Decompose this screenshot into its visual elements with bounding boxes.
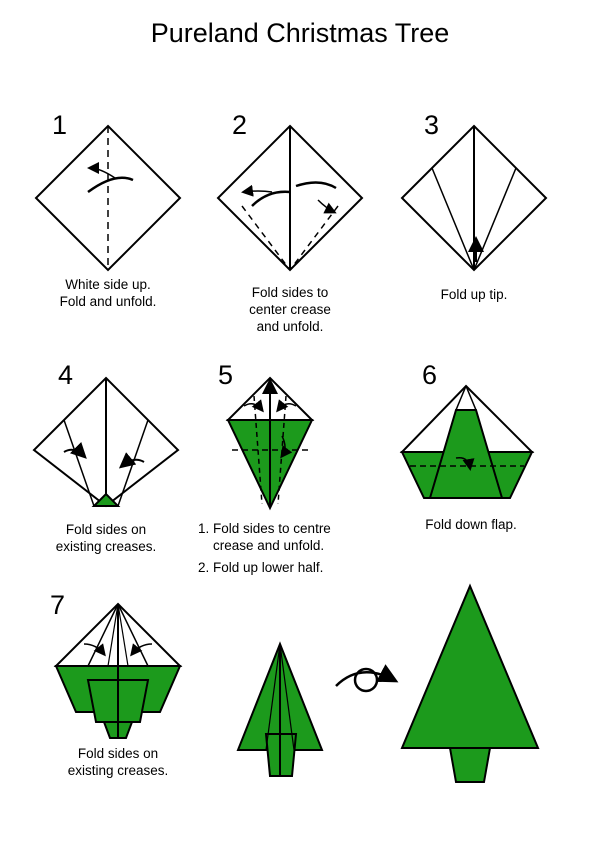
step-7-number: 7 [50,590,66,620]
step-5-diagram [225,376,315,511]
step-8-diagram [236,641,324,777]
fold-arrow-icon [63,441,87,459]
step-1-diagram [34,124,182,272]
fold-arrow-icon [295,181,337,190]
step-6-caption: Fold down flap. [425,517,517,532]
step-6-number: 6 [422,360,438,390]
fold-arrow-icon [280,435,293,459]
step-2-diagram [216,124,364,272]
fold-arrow-icon [83,643,106,657]
step-2-number: 2 [232,110,248,140]
page-title: Pureland Christmas Tree [150,18,450,48]
step-6-diagram [399,384,535,499]
step-4-diagram [32,376,180,508]
step-5-list-item-1: 1. Fold sides to centre crease and unfol… [198,521,331,553]
step-1-number: 1 [52,110,68,140]
fold-arrow-icon [251,190,291,207]
step-5-number: 5 [218,360,234,390]
step-5-list-item-2: 2. Fold up lower half. [198,560,324,575]
turn-over-icon [335,664,399,693]
fold-arrow-icon [130,643,153,657]
fold-arrow-icon [87,176,134,194]
final-tree-diagram [400,583,540,783]
fold-arrow-icon [118,452,145,469]
step-3-diagram [400,124,548,272]
step-4-number: 4 [58,360,74,390]
fold-arrow-icon [243,399,264,413]
step-2-caption: Fold sides to center crease and unfold. [249,285,331,334]
fold-arrow-icon [455,456,475,471]
step-7-diagram [53,602,183,739]
fold-arrow-icon [276,399,297,413]
step-4-caption: Fold sides on existing creases. [55,522,157,554]
step-3-caption: Fold up tip. [440,287,508,302]
step-1-caption: White side up. Fold and unfold. [59,277,157,309]
step-3-number: 3 [424,110,440,140]
step-7-caption: Fold sides on existing creases. [67,746,169,778]
